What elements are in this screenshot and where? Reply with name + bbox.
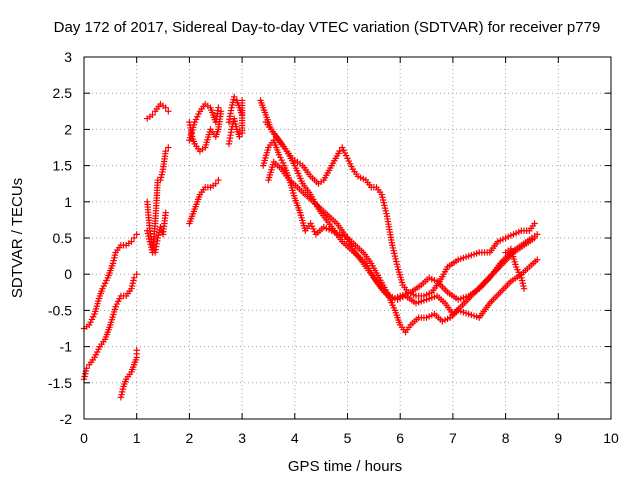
data-point [534, 256, 541, 263]
data-point [238, 97, 246, 104]
series-track-g [186, 108, 225, 155]
y-tick-label: 1 [64, 194, 72, 210]
series-track-k [225, 97, 246, 148]
series-track-o [265, 158, 541, 303]
series-track-e [144, 144, 172, 256]
series-track-h [186, 176, 222, 227]
y-tick-label: -1.5 [48, 375, 72, 391]
series-track-i [186, 100, 222, 144]
plot-frame [83, 56, 612, 420]
data-point [165, 108, 172, 115]
x-tick-label: 6 [396, 430, 404, 446]
chart-title: Day 172 of 2017, Sidereal Day-to-day VTE… [54, 19, 601, 36]
data-point [336, 147, 343, 155]
data-point [130, 234, 138, 242]
data-point [133, 271, 140, 278]
data-point [133, 347, 140, 354]
y-tick-label: -1 [60, 339, 73, 355]
data-point [83, 365, 90, 372]
data-point [217, 108, 225, 115]
data-point [149, 111, 156, 119]
y-tick-labels: -2 -1.5 -1 -0.5 0 0.5 1 1.5 2 2.5 3 [48, 49, 72, 427]
y-tick-label: 2.5 [53, 85, 73, 101]
data-point [162, 147, 169, 155]
y-tick-label: 3 [64, 49, 72, 65]
data-point [165, 144, 172, 151]
y-axis-label: SDTVAR / TECUs [9, 178, 26, 298]
x-tick-labels: 0 1 2 3 4 5 6 7 8 9 10 [80, 430, 619, 446]
x-tick-label: 10 [603, 430, 619, 446]
y-tick-label: 1.5 [53, 158, 73, 174]
y-tick-label: 0 [64, 266, 72, 282]
y-tick-label: 2 [64, 121, 72, 137]
data-point [236, 133, 243, 140]
data-point [162, 209, 169, 216]
data-point [162, 104, 169, 111]
x-tick-label: 3 [238, 430, 246, 446]
data-point [230, 93, 238, 101]
data-point [215, 176, 222, 184]
data-point [130, 274, 138, 282]
data-point [128, 238, 135, 245]
series-track-f [144, 100, 172, 122]
x-tick-label: 1 [133, 430, 141, 446]
data-point [215, 104, 222, 111]
x-tick-label: 8 [502, 430, 510, 446]
data-point [133, 231, 140, 238]
x-tick-label: 2 [186, 430, 194, 446]
series-track-p [502, 245, 528, 292]
data-point [534, 231, 541, 238]
series-track-c [117, 347, 140, 401]
ticks [83, 56, 612, 420]
series-track-b [80, 271, 140, 383]
x-tick-label: 4 [291, 430, 299, 446]
x-axis-label: GPS time / hours [288, 458, 402, 475]
y-tick-label: -2 [60, 411, 73, 427]
data-point [531, 220, 538, 227]
x-tick-label: 9 [554, 430, 562, 446]
data-points [80, 93, 541, 401]
x-tick-label: 0 [80, 430, 88, 446]
x-tick-label: 5 [344, 430, 352, 446]
x-tick-label: 7 [449, 430, 457, 446]
data-point [212, 180, 219, 187]
data-point [520, 285, 528, 292]
y-tick-label: 0.5 [53, 230, 73, 246]
y-tick-label: -0.5 [48, 302, 72, 318]
